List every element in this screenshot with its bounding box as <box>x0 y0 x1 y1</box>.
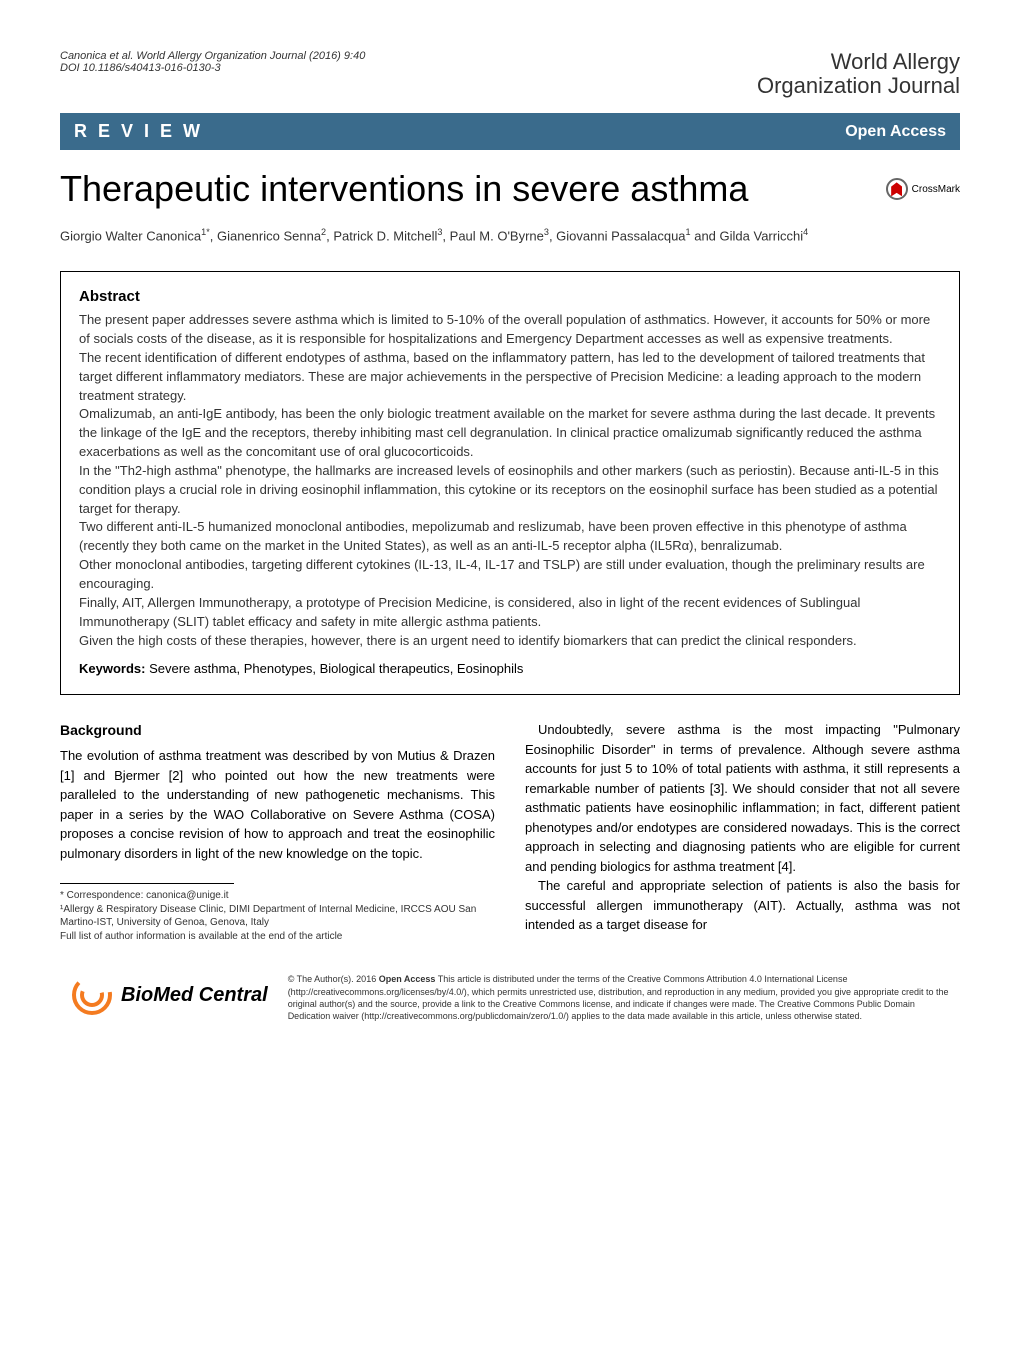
crossmark-label: CrossMark <box>912 184 960 195</box>
abstract-paragraph: Two different anti-IL-5 humanized monocl… <box>79 518 941 556</box>
journal-logo: World Allergy Organization Journal <box>757 50 960 98</box>
license-text: © The Author(s). 2016 Open Access This a… <box>288 973 950 1022</box>
left-column: Background The evolution of asthma treat… <box>60 720 495 943</box>
journal-name-line1: World Allergy <box>757 50 960 74</box>
crossmark-icon <box>886 178 908 200</box>
right-p1: Undoubtedly, severe asthma is the most i… <box>525 720 960 876</box>
header-row: Canonica et al. World Allergy Organizati… <box>60 50 960 98</box>
abstract-paragraph: Other monoclonal antibodies, targeting d… <box>79 556 941 594</box>
full-list-note: Full list of author information is avail… <box>60 930 495 944</box>
article-title: Therapeutic interventions in severe asth… <box>60 168 748 210</box>
right-p2: The careful and appropriate selection of… <box>525 876 960 935</box>
abstract-paragraph: The present paper addresses severe asthm… <box>79 311 941 349</box>
footnote-divider <box>60 883 234 884</box>
open-access-label: Open Access <box>845 123 946 141</box>
bmc-logo: BioMed Central <box>70 973 268 1018</box>
bmc-text: BioMed Central <box>121 984 268 1007</box>
citation-line2: DOI 10.1186/s40413-016-0130-3 <box>60 62 365 74</box>
review-bar: R E V I E W Open Access <box>60 113 960 150</box>
affiliation: ¹Allergy & Respiratory Disease Clinic, D… <box>60 903 495 930</box>
abstract-paragraph: Given the high costs of these therapies,… <box>79 632 941 651</box>
footnote-block: * Correspondence: canonica@unige.it ¹All… <box>60 889 495 943</box>
body-columns: Background The evolution of asthma treat… <box>60 720 960 943</box>
abstract-box: Abstract The present paper addresses sev… <box>60 271 960 695</box>
journal-name-line2: Organization Journal <box>757 74 960 98</box>
citation-line1: Canonica et al. World Allergy Organizati… <box>60 50 365 62</box>
crossmark-badge[interactable]: CrossMark <box>886 178 960 200</box>
keywords-text: Severe asthma, Phenotypes, Biological th… <box>145 661 523 676</box>
abstract-paragraph: The recent identification of different e… <box>79 349 941 406</box>
abstract-text: The present paper addresses severe asthm… <box>79 311 941 650</box>
title-row: Therapeutic interventions in severe asth… <box>60 168 960 210</box>
authors: Giorgio Walter Canonica1*, Gianenrico Se… <box>60 226 960 246</box>
citation: Canonica et al. World Allergy Organizati… <box>60 50 365 74</box>
abstract-paragraph: In the "Th2-high asthma" phenotype, the … <box>79 462 941 519</box>
correspondence: * Correspondence: canonica@unige.it <box>60 889 495 903</box>
keywords-row: Keywords: Severe asthma, Phenotypes, Bio… <box>79 660 941 678</box>
footer: BioMed Central © The Author(s). 2016 Ope… <box>60 973 960 1022</box>
keywords-label: Keywords: <box>79 661 145 676</box>
right-column: Undoubtedly, severe asthma is the most i… <box>525 720 960 943</box>
abstract-paragraph: Omalizumab, an anti-IgE antibody, has be… <box>79 405 941 462</box>
bmc-swirl-icon <box>70 973 115 1018</box>
right-column-text: Undoubtedly, severe asthma is the most i… <box>525 720 960 935</box>
abstract-paragraph: Finally, AIT, Allergen Immunotherapy, a … <box>79 594 941 632</box>
background-text: The evolution of asthma treatment was de… <box>60 746 495 863</box>
background-heading: Background <box>60 720 495 741</box>
abstract-heading: Abstract <box>79 288 941 305</box>
review-label: R E V I E W <box>74 121 203 142</box>
